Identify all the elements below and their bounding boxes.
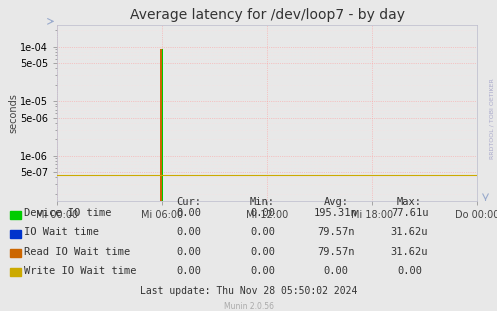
Text: 0.00: 0.00	[397, 266, 422, 276]
Text: Max:: Max:	[397, 197, 422, 207]
Text: 79.57n: 79.57n	[317, 247, 355, 257]
Text: 0.00: 0.00	[176, 227, 201, 237]
Text: Last update: Thu Nov 28 05:50:02 2024: Last update: Thu Nov 28 05:50:02 2024	[140, 286, 357, 296]
Text: IO Wait time: IO Wait time	[24, 227, 99, 237]
Text: Cur:: Cur:	[176, 197, 201, 207]
Text: Avg:: Avg:	[324, 197, 348, 207]
Text: 0.00: 0.00	[250, 227, 275, 237]
Text: Device IO time: Device IO time	[24, 208, 111, 218]
Title: Average latency for /dev/loop7 - by day: Average latency for /dev/loop7 - by day	[130, 8, 405, 22]
Text: 31.62u: 31.62u	[391, 227, 428, 237]
Text: 31.62u: 31.62u	[391, 247, 428, 257]
Text: 0.00: 0.00	[176, 208, 201, 218]
Text: 0.00: 0.00	[176, 247, 201, 257]
Text: 0.00: 0.00	[250, 266, 275, 276]
Text: 195.31n: 195.31n	[314, 208, 358, 218]
Text: Write IO Wait time: Write IO Wait time	[24, 266, 136, 276]
Text: RRDTOOL / TOBI OETIKER: RRDTOOL / TOBI OETIKER	[490, 78, 495, 159]
Text: Munin 2.0.56: Munin 2.0.56	[224, 303, 273, 311]
Text: 0.00: 0.00	[250, 247, 275, 257]
Text: 0.00: 0.00	[324, 266, 348, 276]
Text: 79.57n: 79.57n	[317, 227, 355, 237]
Text: Min:: Min:	[250, 197, 275, 207]
Y-axis label: seconds: seconds	[8, 93, 18, 133]
Text: 0.00: 0.00	[250, 208, 275, 218]
Text: 77.61u: 77.61u	[391, 208, 428, 218]
Text: Read IO Wait time: Read IO Wait time	[24, 247, 130, 257]
Text: 0.00: 0.00	[176, 266, 201, 276]
